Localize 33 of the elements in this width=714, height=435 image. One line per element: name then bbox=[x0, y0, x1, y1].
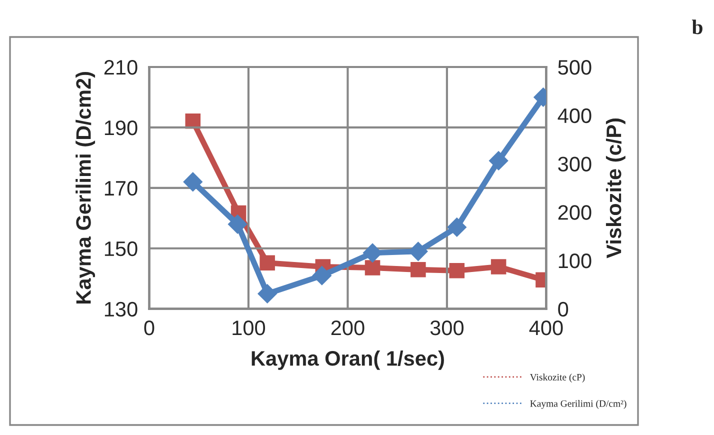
point bbox=[260, 255, 275, 271]
point bbox=[490, 259, 506, 274]
text: b bbox=[692, 20, 702, 34]
y-tick-label: 130 bbox=[104, 302, 138, 317]
y-tick-label: 150 bbox=[104, 241, 138, 256]
point bbox=[258, 284, 278, 304]
x-axis-title: Kayma Oran( 1/sec) bbox=[252, 350, 444, 370]
x-tick-label: 400 bbox=[529, 320, 563, 336]
point bbox=[183, 172, 203, 192]
y-axis-title: Kayma Gerilimi (D/cm2) bbox=[76, 72, 96, 304]
point bbox=[447, 217, 467, 238]
point bbox=[410, 262, 426, 278]
x-tick-label: 200 bbox=[331, 320, 364, 336]
point bbox=[312, 266, 332, 286]
x-tick-label: 300 bbox=[430, 320, 464, 336]
y2-axis-title: Viskozite (c/P) bbox=[606, 118, 626, 258]
legend-label: Kayma Gerilimi (D/cm²) bbox=[530, 400, 626, 409]
y2-tick-label: 400 bbox=[558, 108, 592, 124]
legend-label: Viskozite (cP) bbox=[530, 374, 585, 382]
x-tick-label: 0 bbox=[144, 320, 154, 336]
y-tick-label: 190 bbox=[104, 120, 138, 136]
y2-tick-label: 300 bbox=[558, 156, 592, 172]
x-tick-label: 100 bbox=[232, 320, 266, 336]
y2-tick-label: 0 bbox=[558, 302, 568, 317]
y2-tick-label: 500 bbox=[558, 60, 592, 75]
y2-tick-label: 100 bbox=[558, 253, 592, 268]
point bbox=[364, 260, 380, 276]
y2-tick-label: 200 bbox=[558, 205, 592, 220]
point bbox=[488, 150, 508, 171]
point bbox=[449, 262, 465, 278]
y-tick-label: 170 bbox=[104, 180, 138, 196]
y-tick-label: 210 bbox=[104, 60, 138, 75]
point bbox=[228, 214, 248, 234]
